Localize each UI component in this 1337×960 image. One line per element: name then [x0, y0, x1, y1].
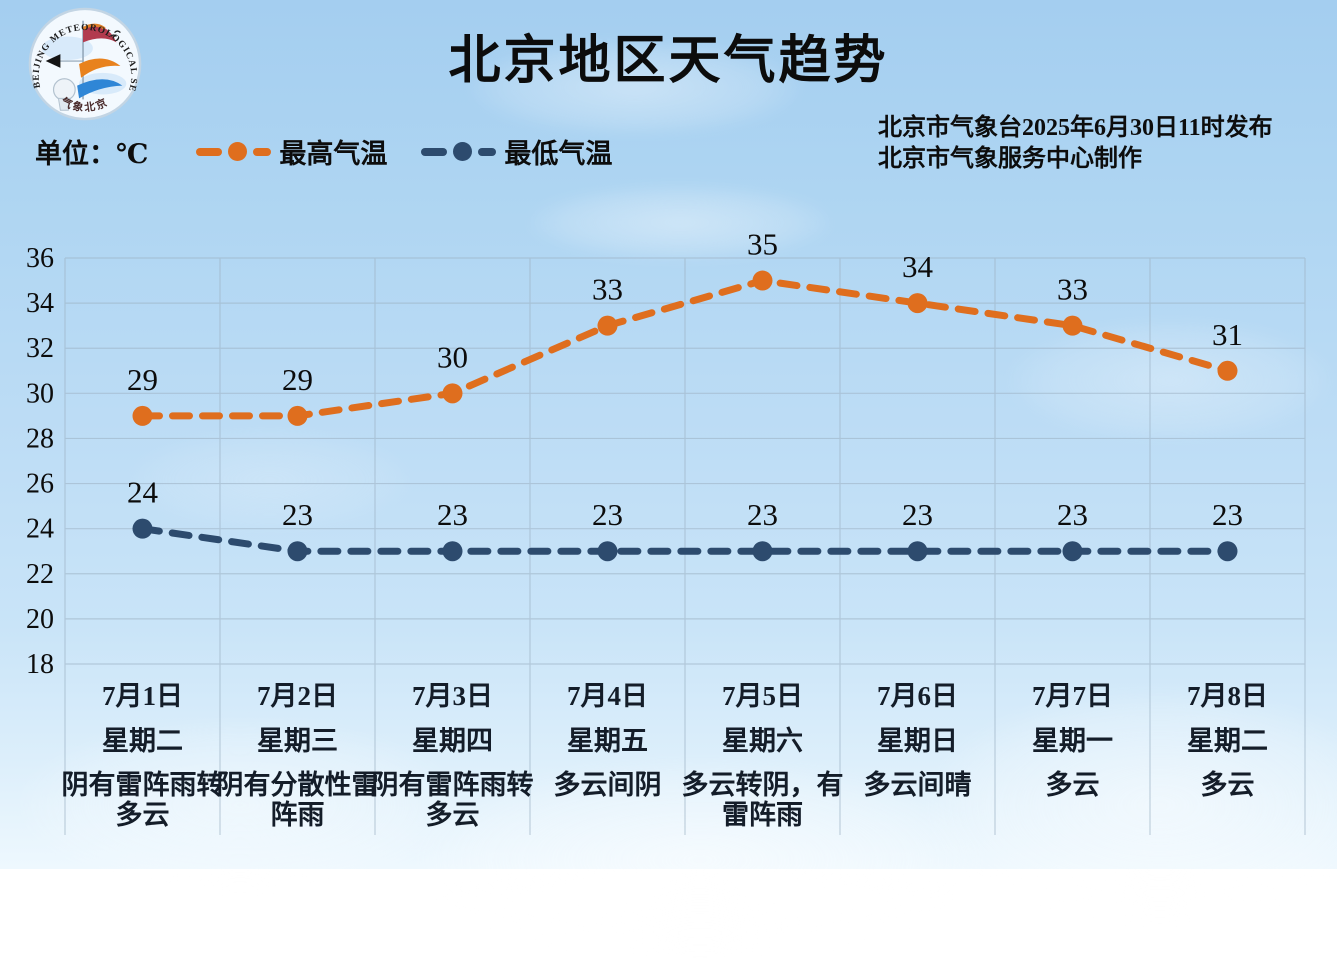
point-value-label: 31 [1212, 317, 1243, 352]
data-point-labels: 29 29 30 33 35 34 33 31 [127, 227, 1243, 397]
issue-info: 北京市气象台2025年6月30日11时发布 北京市气象服务中心制作 [878, 113, 1273, 175]
y-tick-label: 24 [26, 514, 54, 545]
y-tick-label: 32 [26, 333, 54, 364]
point-value-label: 23 [1212, 497, 1243, 532]
point-value-label: 33 [592, 272, 623, 307]
page-title: 北京地区天气趋势 [448, 33, 889, 90]
day-weather-label: 阴有雷阵雨转 [62, 770, 224, 800]
data-point [597, 315, 618, 336]
day-weekday-label: 星期四 [412, 726, 493, 756]
point-value-label: 23 [747, 497, 778, 532]
y-tick-label: 30 [26, 378, 54, 409]
y-tick-label: 28 [26, 423, 54, 454]
legend: 单位：℃ 最高气温 最低气温 [35, 132, 646, 171]
data-point [752, 541, 773, 562]
day-weather-label: 阴有分散性雷 [217, 770, 379, 800]
y-tick-label: 34 [26, 288, 54, 319]
blue-ribbon-icon [77, 79, 123, 99]
day-weekday-label: 星期二 [1187, 726, 1268, 756]
data-point [132, 405, 153, 426]
legend-item-high: 最高气温 [196, 132, 387, 171]
point-value-label: 23 [592, 497, 623, 532]
day-date-label: 7月2日 [257, 681, 338, 711]
day-weekday-label: 星期二 [102, 726, 183, 756]
data-point [287, 405, 308, 426]
day-weather-label: 多云 [116, 800, 170, 830]
day-weather-label: 阴有雷阵雨转 [372, 770, 534, 800]
point-value-label: 23 [1057, 497, 1088, 532]
point-value-label: 23 [282, 497, 313, 532]
day-date-label: 7月1日 [102, 681, 183, 711]
day-date-label: 7月8日 [1187, 681, 1268, 711]
data-point [1217, 360, 1238, 381]
data-point [752, 270, 773, 291]
point-value-label: 23 [902, 497, 933, 532]
y-tick-label: 26 [26, 469, 54, 500]
temperature-trend-chart: 36 34 32 30 28 26 24 22 20 18 29 29 30 33 35 34 33 31 24 23… [26, 227, 1306, 835]
point-value-label: 30 [437, 339, 468, 374]
point-value-label: 35 [747, 227, 778, 262]
data-point [132, 518, 153, 539]
day-date-label: 7月6日 [877, 681, 958, 711]
low-temp-line-icon [421, 142, 497, 161]
y-tick-label: 18 [26, 649, 54, 680]
day-date-label: 7月5日 [722, 681, 803, 711]
day-weekday-label: 星期五 [567, 726, 648, 756]
orange-ribbon-icon [79, 58, 121, 78]
day-date-label: 7月7日 [1032, 681, 1113, 711]
day-weather-label: 多云间晴 [864, 770, 972, 800]
y-tick-label: 36 [26, 243, 54, 274]
station-logo: BEIJING METEOROLOGICAL SERVICE 气象北京 [26, 5, 142, 121]
day-weekday-label: 星期三 [257, 726, 338, 756]
day-date-label: 7月3日 [412, 681, 493, 711]
high-temp-line-icon [196, 142, 272, 161]
day-weather-label: 多云 [426, 800, 480, 830]
data-point-labels: 24 23 23 23 23 23 23 23 [127, 475, 1243, 533]
unit-label: 单位：℃ [35, 139, 149, 169]
x-axis-labels: 7月1日星期二阴有雷阵雨转多云7月2日星期三阴有分散性雷阵雨7月3日星期四阴有雷… [62, 681, 1269, 830]
grid [64, 257, 1306, 835]
y-tick-label: 22 [26, 559, 54, 590]
y-axis-labels: 36 34 32 30 28 26 24 22 20 18 [26, 243, 54, 680]
day-weather-label: 多云 [1046, 770, 1100, 800]
point-value-label: 34 [902, 249, 934, 284]
point-value-label: 33 [1057, 272, 1088, 307]
data-point [287, 541, 308, 562]
wind-vane-icon [45, 54, 61, 68]
day-weather-label: 多云间阴 [554, 770, 662, 800]
low-temp-series: 24 23 23 23 23 23 23 23 [127, 475, 1243, 562]
data-point [1062, 541, 1083, 562]
data-point [442, 541, 463, 562]
day-weather-label: 多云 [1201, 770, 1255, 800]
legend-label-low: 最低气温 [504, 139, 613, 169]
legend-label-high: 最高气温 [279, 139, 388, 169]
red-ribbon-icon [83, 24, 117, 43]
high-temp-series: 29 29 30 33 35 34 33 31 [127, 227, 1243, 426]
day-weather-label: 多云转阴，有 [682, 770, 844, 800]
y-tick-label: 20 [26, 604, 54, 635]
point-value-label: 23 [437, 497, 468, 532]
bird-icon [110, 30, 121, 37]
point-value-label: 29 [127, 362, 158, 397]
legend-item-low: 最低气温 [421, 132, 612, 171]
day-weather-label: 阵雨 [271, 800, 325, 830]
data-point [1217, 541, 1238, 562]
day-weekday-label: 星期一 [1032, 726, 1113, 756]
day-date-label: 7月4日 [567, 681, 648, 711]
issue-line-2: 北京市气象服务中心制作 [878, 146, 1142, 172]
day-weekday-label: 星期日 [877, 726, 958, 756]
day-weekday-label: 星期六 [722, 726, 803, 756]
data-point [1062, 315, 1083, 336]
data-point [442, 383, 463, 404]
data-point [907, 293, 928, 314]
data-point [907, 541, 928, 562]
point-value-label: 29 [282, 362, 313, 397]
point-value-label: 24 [127, 475, 159, 510]
data-point [597, 541, 618, 562]
issue-line-1: 北京市气象台2025年6月30日11时发布 [878, 115, 1273, 141]
day-weather-label: 雷阵雨 [722, 800, 803, 830]
